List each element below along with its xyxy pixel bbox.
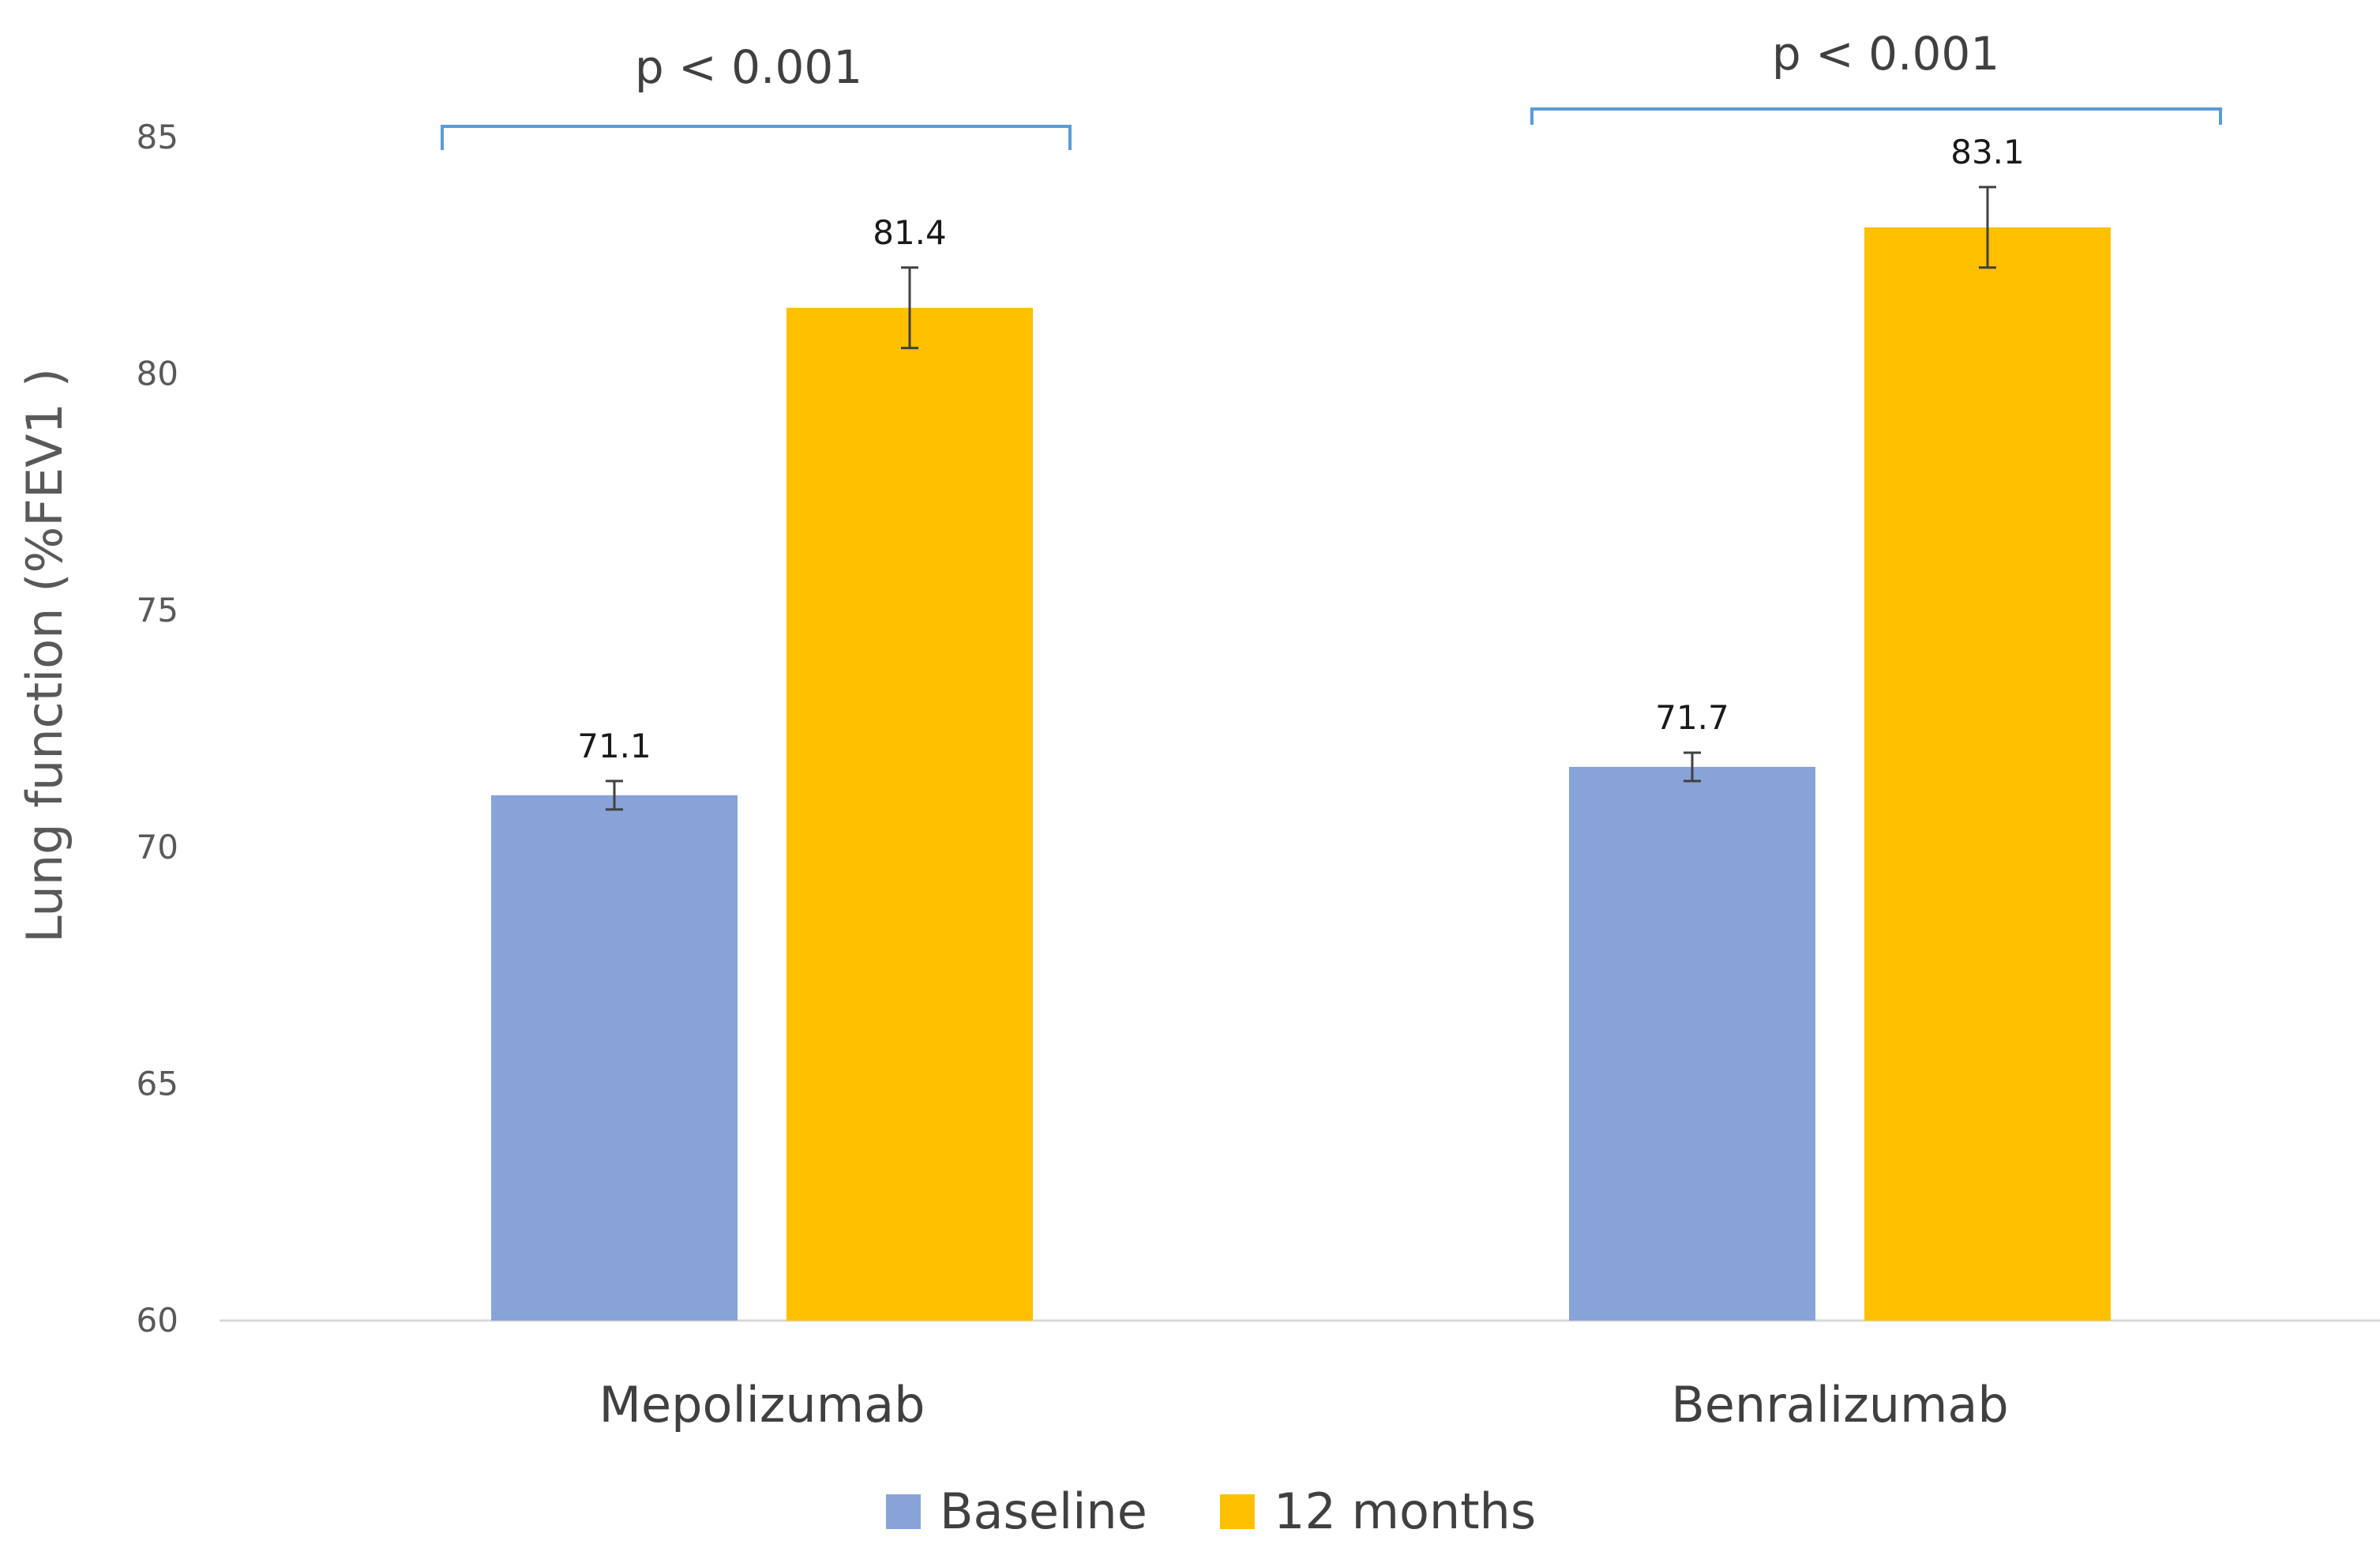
y-tick-label-65: 65 (137, 1064, 178, 1103)
error-bar-benralizumab-baseline (1684, 751, 1701, 783)
legend-label-12-months: 12 months (1274, 1482, 1536, 1540)
data-labels-group: 71.1 81.4 71.7 83.1 (577, 133, 2025, 765)
bar-mepolizumab-baseline (491, 795, 738, 1321)
bar-mepolizumab-12-months (786, 307, 1033, 1321)
y-tick-label-75: 75 (137, 591, 178, 629)
data-label-benralizumab-12-months: 83.1 (1950, 133, 2025, 171)
bar-benralizumab-baseline (1569, 766, 1815, 1321)
data-label-mepolizumab-12-months: 81.4 (873, 213, 947, 252)
category-label-mepolizumab: Mepolizumab (599, 1376, 925, 1434)
significance-bracket-benralizumab (1530, 107, 2222, 125)
y-tick-label-70: 70 (137, 828, 178, 866)
y-tick-label-85: 85 (137, 118, 178, 156)
significance-bracket-mepolizumab (441, 125, 1072, 150)
category-labels: Mepolizumab Benralizumab (599, 1376, 2009, 1434)
legend: Baseline 12 months (886, 1482, 1536, 1540)
bar-benralizumab-12-months (1864, 227, 2111, 1321)
y-axis-ticks: 60 65 70 75 80 85 (137, 118, 178, 1340)
y-tick-label-60: 60 (137, 1301, 178, 1340)
y-tick-label-80: 80 (137, 355, 178, 393)
data-label-benralizumab-baseline: 71.7 (1655, 698, 1729, 737)
bars-group (491, 227, 2111, 1321)
significance-label-mepolizumab: p < 0.001 (635, 40, 862, 94)
error-bar-mepolizumab-12-months (901, 266, 918, 350)
data-label-mepolizumab-baseline: 71.1 (577, 727, 651, 765)
legend-swatch-baseline (886, 1494, 921, 1529)
legend-swatch-12-months (1220, 1494, 1255, 1529)
significance-annotations: p < 0.001 p < 0.001 (441, 27, 2222, 150)
significance-label-benralizumab: p < 0.001 (1772, 27, 1999, 81)
error-bar-benralizumab-12-months (1979, 186, 1996, 269)
category-label-benralizumab: Benralizumab (1671, 1376, 2009, 1434)
legend-label-baseline: Baseline (940, 1482, 1147, 1540)
y-axis-title: Lung function (%FEV1 ) (16, 368, 73, 943)
error-bars-group (606, 186, 1996, 811)
error-bar-mepolizumab-baseline (606, 780, 623, 811)
